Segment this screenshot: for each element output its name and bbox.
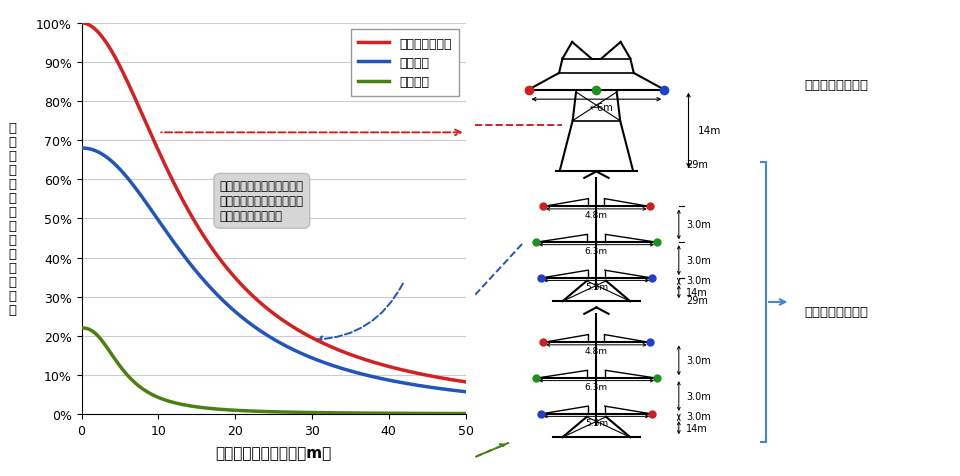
Text: 国土が広い国の例: 国土が広い国の例: [804, 79, 869, 92]
Text: 14m: 14m: [698, 126, 722, 136]
Text: 3.0m: 3.0m: [686, 356, 710, 366]
Legend: １回線水平配列, 同相配列, 逆相配列: １回線水平配列, 同相配列, 逆相配列: [350, 30, 459, 97]
Text: 14m: 14m: [686, 423, 708, 433]
Text: 6.3m: 6.3m: [585, 382, 608, 391]
Text: 3.0m: 3.0m: [686, 411, 710, 421]
Text: 国土が狭い国の例: 国土が狭い国の例: [804, 305, 869, 318]
Text: 4.8m: 4.8m: [585, 211, 608, 220]
Text: 14m: 14m: [686, 287, 708, 297]
Text: 5.3m: 5.3m: [585, 282, 608, 291]
Text: 6.3m: 6.3m: [585, 247, 608, 256]
Text: ←6m: ←6m: [589, 102, 613, 112]
Text: 3.0m: 3.0m: [686, 256, 710, 266]
Text: 5.3m: 5.3m: [585, 418, 608, 427]
Text: 3.0m: 3.0m: [686, 220, 710, 230]
X-axis label: 鉄塔中心からの距離（m）: 鉄塔中心からの距離（m）: [215, 445, 332, 460]
Text: 4.8m: 4.8m: [585, 347, 608, 356]
Text: 3.0m: 3.0m: [686, 276, 710, 286]
Text: 3.0m: 3.0m: [686, 391, 710, 401]
Text: ２回線垂直配列化、さらに
逆相配列化することで磁界
レベルは減少する。: ２回線垂直配列化、さらに 逆相配列化することで磁界 レベルは減少する。: [220, 180, 303, 223]
Text: 29m: 29m: [686, 160, 708, 170]
Text: 29m: 29m: [686, 296, 708, 306]
Text: 磁
界
レ
ベ
ル
（
マ
イ
ク
ロ
テ
ス
ラ
）: 磁 界 レ ベ ル （ マ イ ク ロ テ ス ラ ）: [9, 122, 16, 316]
